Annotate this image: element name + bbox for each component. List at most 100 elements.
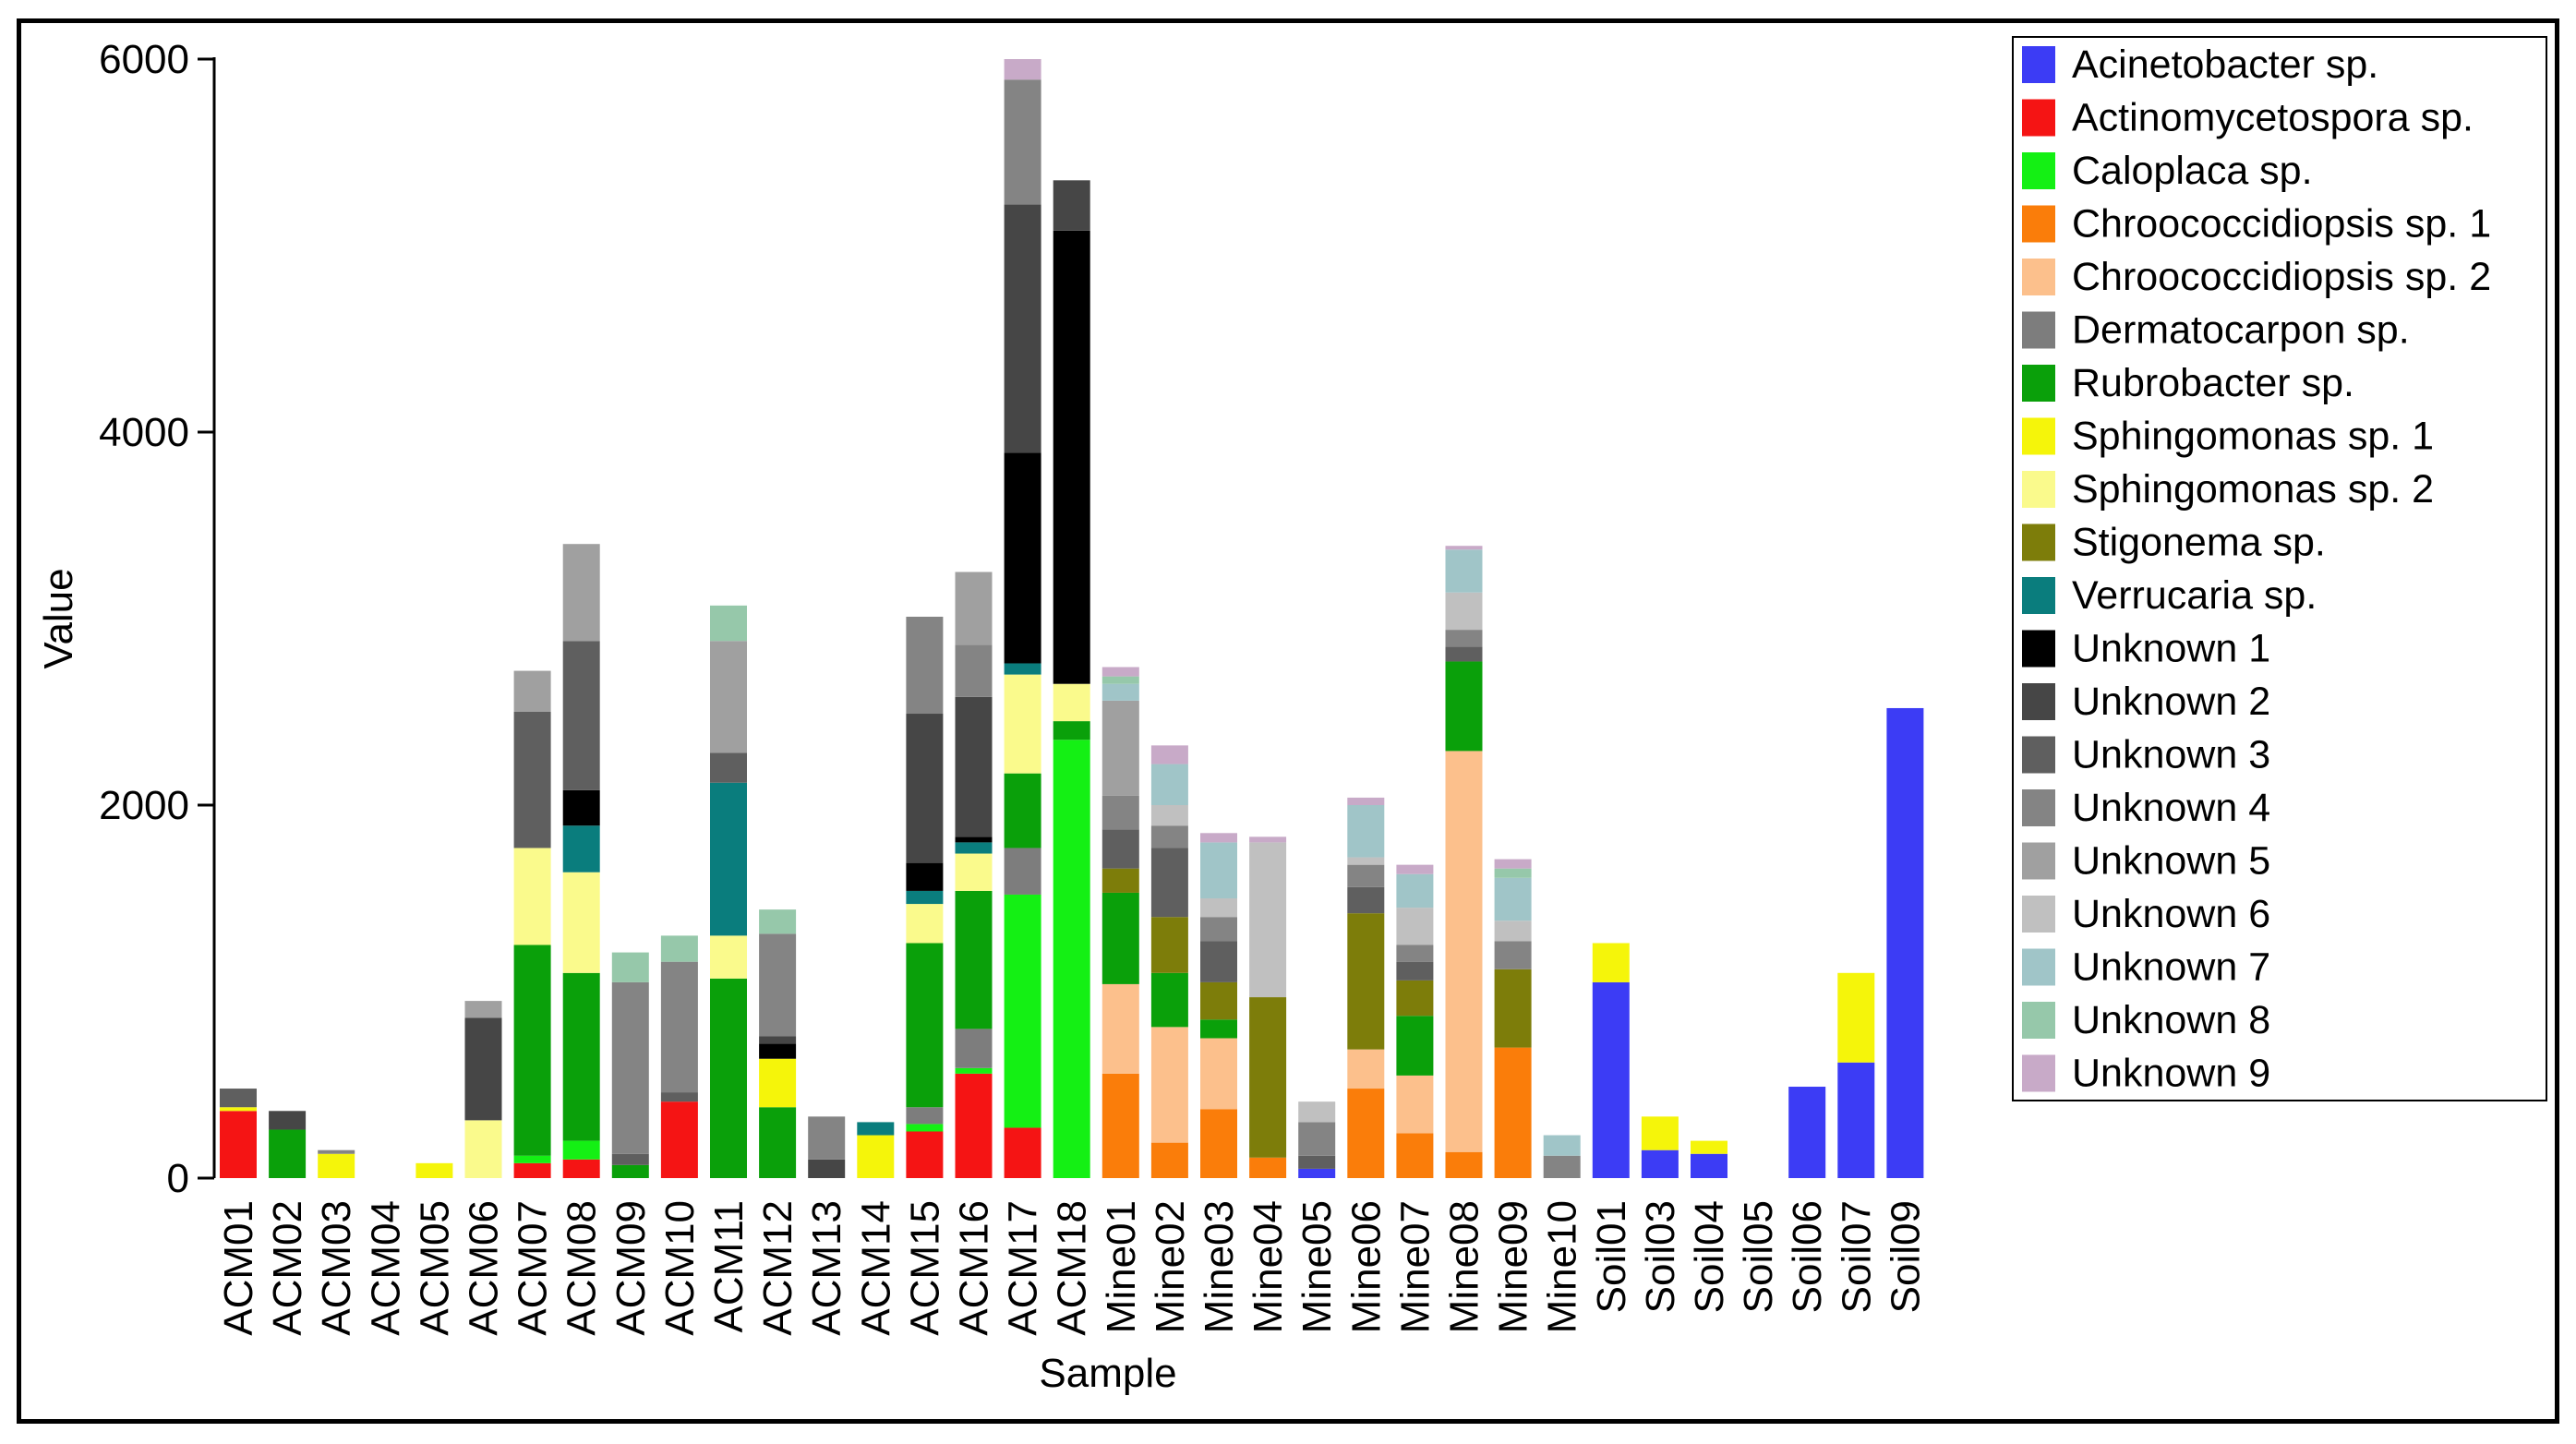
bar-segment-ACM15-s1 bbox=[906, 1131, 944, 1178]
bar-segment-Mine02-s6 bbox=[1150, 972, 1188, 1028]
bar-segment-ACM08-s8 bbox=[562, 872, 600, 973]
bar-segment-Soil06-s0 bbox=[1788, 1087, 1826, 1178]
bar-segment-ACM07-s15 bbox=[513, 670, 551, 712]
bar-segment-ACM07-s2 bbox=[513, 1155, 551, 1163]
bar-segment-ACM12-s14 bbox=[759, 933, 797, 1037]
bar-segment-ACM17-s2 bbox=[1004, 894, 1041, 1128]
x-tick-label: Mine08 bbox=[1442, 1200, 1487, 1333]
x-tick-label: Mine09 bbox=[1491, 1200, 1536, 1333]
x-tick-label: ACM13 bbox=[804, 1200, 849, 1336]
bar-segment-ACM18-s6 bbox=[1053, 721, 1090, 740]
legend-swatch bbox=[2022, 365, 2055, 402]
bar-segment-Mine09-s19 bbox=[1494, 859, 1532, 869]
x-tick-label: ACM10 bbox=[657, 1200, 703, 1336]
bar-segment-Soil07-s7 bbox=[1837, 972, 1875, 1063]
legend-label: Unknown 2 bbox=[2072, 680, 2270, 724]
x-tick-label: ACM07 bbox=[511, 1200, 556, 1336]
bar-segment-Soil09-s0 bbox=[1886, 707, 1924, 1178]
bar-segment-Mine03-s9 bbox=[1200, 981, 1237, 1020]
bar-segment-ACM06-s12 bbox=[464, 1017, 502, 1121]
x-tick-label: Soil03 bbox=[1638, 1200, 1683, 1313]
x-tick-labels: ACM01 ACM02 ACM03 ACM04 ACM05 ACM06 ACM07 ACM08… bbox=[216, 1200, 1928, 1336]
bar-segment-ACM15-s2 bbox=[906, 1124, 944, 1132]
x-tick-label: Mine02 bbox=[1148, 1200, 1193, 1333]
x-axis-title: Sample bbox=[1039, 1351, 1176, 1396]
bar-segment-ACM14-s10 bbox=[857, 1122, 895, 1136]
bar-segment-ACM16-s10 bbox=[955, 842, 993, 854]
bar-segment-Mine04-s3 bbox=[1249, 1157, 1287, 1178]
x-tick-label: ACM02 bbox=[265, 1200, 310, 1336]
legend-label: Unknown 3 bbox=[2072, 733, 2270, 777]
bar-segment-Mine06-s4 bbox=[1347, 1049, 1385, 1089]
bar-segment-ACM12-s7 bbox=[759, 1058, 797, 1108]
bar-segment-Mine10-s14 bbox=[1543, 1155, 1581, 1178]
y-tick-label: 6000 bbox=[99, 37, 189, 82]
bar-segment-Mine07-s14 bbox=[1396, 945, 1434, 962]
bar-segment-Mine08-s14 bbox=[1445, 630, 1483, 647]
y-tick-label: 0 bbox=[167, 1156, 189, 1201]
x-tick-label: ACM15 bbox=[902, 1200, 947, 1336]
bar-segment-Mine05-s0 bbox=[1298, 1168, 1336, 1178]
legend-label: Dermatocarpon sp. bbox=[2072, 308, 2410, 353]
legend-label: Stigonema sp. bbox=[2072, 521, 2326, 565]
bar-segment-ACM08-s11 bbox=[562, 789, 600, 826]
bar-segment-ACM15-s8 bbox=[906, 904, 944, 944]
x-tick-label: ACM01 bbox=[216, 1200, 261, 1336]
bar-segment-Mine01-s13 bbox=[1101, 829, 1139, 869]
bar-segment-ACM08-s13 bbox=[562, 641, 600, 790]
legend-label: Actinomycetospora sp. bbox=[2072, 96, 2474, 140]
bar-segment-ACM15-s10 bbox=[906, 890, 944, 905]
x-tick-label: ACM04 bbox=[363, 1200, 408, 1336]
bar-segment-ACM10-s13 bbox=[660, 1092, 698, 1102]
x-tick-label: ACM11 bbox=[706, 1200, 752, 1332]
bar-segment-Soil03-s0 bbox=[1641, 1149, 1679, 1178]
bar-segment-Mine01-s3 bbox=[1101, 1073, 1139, 1178]
bar-segment-ACM09-s6 bbox=[611, 1164, 649, 1178]
bar-segment-ACM15-s14 bbox=[906, 616, 944, 715]
bar-segment-ACM07-s8 bbox=[513, 848, 551, 945]
x-tick-label: ACM03 bbox=[314, 1200, 359, 1336]
legend-swatch bbox=[2022, 471, 2055, 508]
bar-segment-Mine03-s16 bbox=[1200, 898, 1237, 918]
legend-swatch bbox=[2022, 736, 2055, 774]
bar-segment-ACM12-s12 bbox=[759, 1036, 797, 1044]
bar-segment-Mine07-s16 bbox=[1396, 908, 1434, 945]
bar-segment-Mine04-s16 bbox=[1249, 842, 1287, 998]
bar-segment-Mine06-s19 bbox=[1347, 797, 1385, 805]
bar-segment-Mine06-s9 bbox=[1347, 913, 1385, 1050]
bar-segment-ACM17-s10 bbox=[1004, 663, 1041, 675]
bar-segment-ACM03-s14 bbox=[318, 1149, 355, 1154]
y-ticks: 0 2000 4000 6000 bbox=[99, 37, 214, 1201]
x-tick-label: Soil06 bbox=[1785, 1200, 1830, 1313]
bar-segment-ACM11-s10 bbox=[710, 782, 747, 936]
x-tick-label: ACM09 bbox=[608, 1200, 654, 1336]
x-tick-label: ACM12 bbox=[755, 1200, 800, 1336]
legend-swatch bbox=[2022, 577, 2055, 614]
bar-segment-ACM01-s13 bbox=[220, 1089, 257, 1108]
bar-segment-ACM07-s13 bbox=[513, 712, 551, 848]
bar-segment-ACM10-s18 bbox=[660, 935, 698, 962]
bar-segment-ACM06-s15 bbox=[464, 1001, 502, 1018]
legend-label: Unknown 5 bbox=[2072, 839, 2270, 884]
bar-segment-ACM16-s5 bbox=[955, 1029, 993, 1068]
legend-label: Chroococcidiopsis sp. 1 bbox=[2072, 202, 2491, 247]
legend-box bbox=[2012, 36, 2547, 1101]
bar-segment-ACM11-s15 bbox=[710, 641, 747, 753]
x-tick-label: Soil01 bbox=[1589, 1200, 1634, 1313]
legend-swatch bbox=[2022, 842, 2055, 880]
bar-segment-Mine02-s17 bbox=[1150, 764, 1188, 805]
bar-segment-ACM18-s8 bbox=[1053, 683, 1090, 722]
bar-segment-ACM17-s14 bbox=[1004, 79, 1041, 205]
bar-segment-ACM01-s7 bbox=[220, 1107, 257, 1112]
legend-label: Unknown 6 bbox=[2072, 892, 2270, 936]
bar-segment-ACM08-s15 bbox=[562, 544, 600, 642]
bar-segment-ACM15-s11 bbox=[906, 862, 944, 891]
bar-segment-ACM16-s2 bbox=[955, 1067, 993, 1074]
bar-segment-Mine09-s17 bbox=[1494, 877, 1532, 921]
legend-swatch bbox=[2022, 630, 2055, 668]
bar-segment-ACM12-s11 bbox=[759, 1043, 797, 1059]
bar-segment-ACM17-s5 bbox=[1004, 848, 1041, 895]
x-tick-label: ACM06 bbox=[462, 1200, 507, 1336]
bar-segment-ACM13-s14 bbox=[808, 1116, 846, 1160]
legend-swatch bbox=[2022, 948, 2055, 986]
